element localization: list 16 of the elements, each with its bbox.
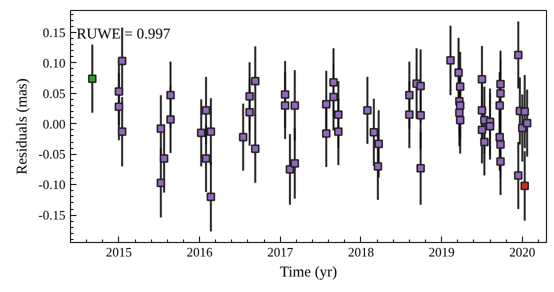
x-tick-label: 2016 [186,244,214,260]
y-tick-label: 0.00 [42,116,66,132]
x-tick-label: 2018 [348,244,374,260]
y-tick-label: 0.05 [42,86,66,101]
x-axis-title: Time (yr) [280,264,338,280]
y-axis-title: Residuals (mas) [14,78,30,175]
x-tick-label: 2019 [428,244,455,260]
y-tick-label: 0.15 [42,24,66,40]
x-tick-label: 2015 [106,244,132,260]
y-tick-label: -0.15 [38,208,66,223]
y-tick-label: 0.10 [42,55,66,70]
y-tick-label: -0.05 [38,146,66,162]
annotation: RUWE = 0.997 [76,26,171,42]
x-tick-label: 2017 [267,244,294,260]
x-tick-label: 2020 [509,244,536,260]
y-tick-label: -0.10 [38,177,66,192]
